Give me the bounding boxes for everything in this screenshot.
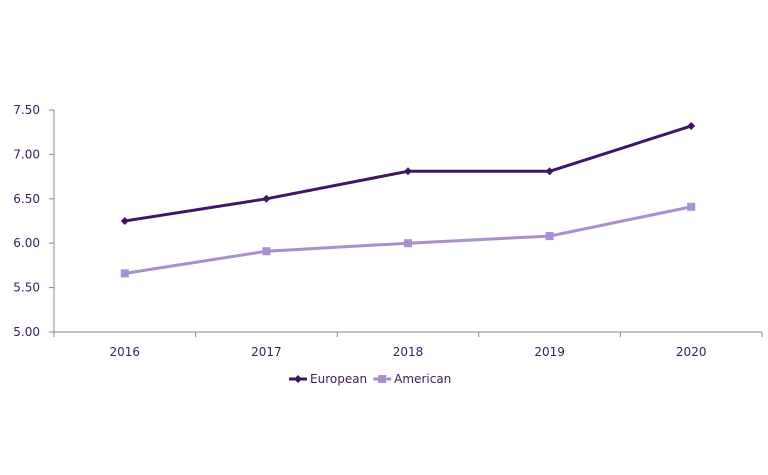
legend-item-european: European: [289, 372, 367, 386]
data-point-square: [378, 375, 387, 383]
y-tick-label: 7.50: [13, 103, 40, 117]
y-tick-label: 6.00: [13, 236, 40, 250]
legend: European American: [289, 372, 451, 386]
data-point-square: [545, 232, 554, 241]
data-point-square: [687, 202, 696, 211]
x-tick-label: 2017: [251, 345, 282, 359]
x-tick-label: 2018: [393, 345, 424, 359]
data-point-diamond: [404, 167, 412, 176]
x-tick-label: 2020: [676, 345, 707, 359]
series-american: [120, 202, 696, 278]
series-group: [120, 121, 696, 278]
data-point-square: [120, 269, 129, 278]
data-point-square: [262, 247, 271, 256]
legend-label: American: [394, 372, 451, 386]
data-point-square: [404, 239, 412, 248]
x-tick-label: 2016: [110, 345, 141, 359]
y-tick-label: 5.00: [13, 325, 40, 339]
legend-item-american: American: [373, 372, 451, 386]
data-point-diamond: [262, 194, 271, 203]
data-point-diamond: [294, 375, 302, 383]
data-point-diamond: [120, 217, 129, 225]
series-european: [120, 121, 696, 225]
legend-label: European: [310, 372, 367, 386]
axes: 5.00 5.50 6.00 6.50 7.00 7.50 2016 2017 2018 2019…: [13, 103, 763, 359]
data-point-diamond: [545, 167, 554, 176]
y-tick-label: 6.50: [13, 192, 40, 206]
data-point-diamond: [687, 121, 696, 130]
y-tick-label: 5.50: [13, 281, 40, 295]
y-tick-label: 7.00: [13, 147, 40, 161]
x-tick-label: 2019: [534, 345, 565, 359]
